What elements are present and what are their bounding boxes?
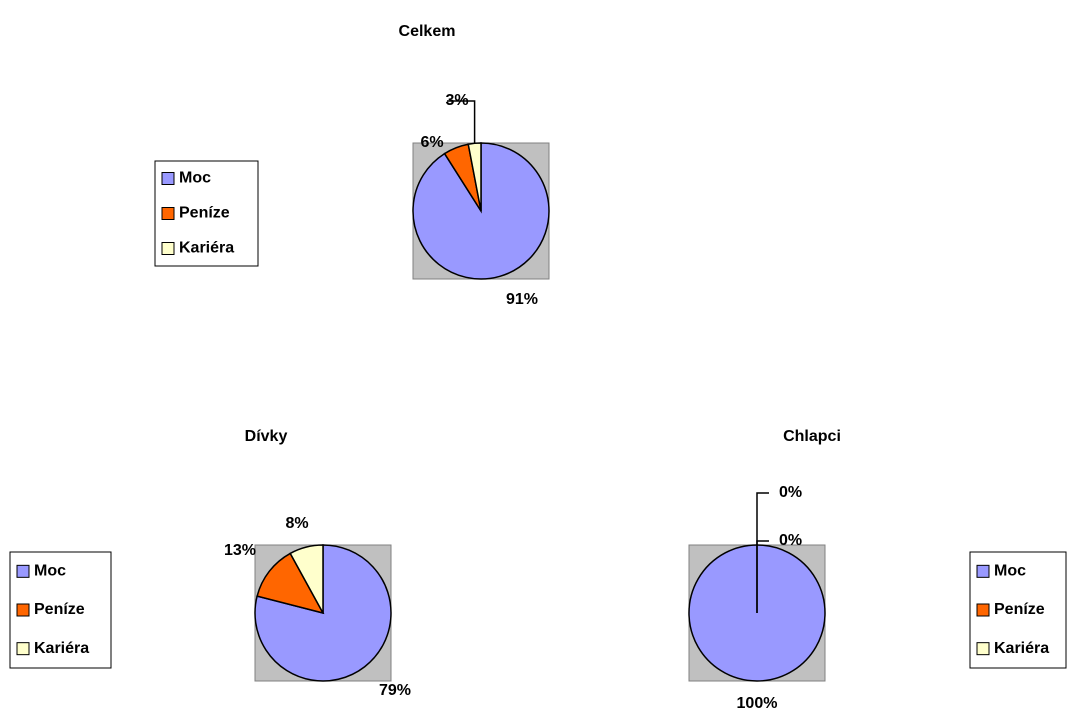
legend-label: Moc <box>179 170 211 187</box>
pie-chart: Chlapci 100% 0% 0% Moc Peníze Kariéra <box>688 428 1067 712</box>
chart-title: Celkem <box>399 23 456 40</box>
leader-line <box>756 492 769 545</box>
leader-line <box>447 100 476 144</box>
legend-label: Kariéra <box>994 640 1049 657</box>
pie-chart: Celkem 91% 6% 3% Moc Peníze Kariéra <box>154 23 550 308</box>
legend-swatch <box>976 603 990 617</box>
legend-swatch <box>161 207 175 220</box>
pie-slice <box>256 552 325 615</box>
chart-title: Dívky <box>245 428 288 445</box>
data-label: 3% <box>445 92 468 109</box>
legend-swatch <box>16 642 30 656</box>
legend-swatch <box>16 564 30 578</box>
data-label: 0% <box>779 484 802 501</box>
legend-label: Kariéra <box>179 240 234 257</box>
chart-title: Chlapci <box>783 428 841 445</box>
legend-label: Kariéra <box>34 640 89 657</box>
legend-label: Peníze <box>994 601 1045 618</box>
legend: Moc Peníze Kariéra <box>969 551 1067 669</box>
legend: Moc Peníze Kariéra <box>154 160 259 267</box>
legend-label: Peníze <box>34 601 85 618</box>
data-label: 6% <box>420 134 443 151</box>
data-label: 91% <box>506 291 538 308</box>
data-label: 100% <box>737 695 778 712</box>
pie-slice <box>289 544 324 614</box>
legend-swatch <box>976 564 990 578</box>
data-label: 0% <box>779 532 802 549</box>
legend-swatch <box>16 603 30 617</box>
legend: Moc Peníze Kariéra <box>9 551 112 669</box>
legend-label: Peníze <box>179 205 230 222</box>
legend-swatch <box>161 242 175 255</box>
legend-swatch <box>976 642 990 656</box>
legend-swatch <box>161 172 175 185</box>
data-label: 8% <box>285 515 308 532</box>
data-label: 79% <box>379 682 411 699</box>
pie-chart: Dívky 79% 13% 8% Moc Peníze Kariéra <box>9 428 411 699</box>
legend-label: Moc <box>994 563 1026 580</box>
data-label: 13% <box>224 542 256 559</box>
legend-label: Moc <box>34 563 66 580</box>
